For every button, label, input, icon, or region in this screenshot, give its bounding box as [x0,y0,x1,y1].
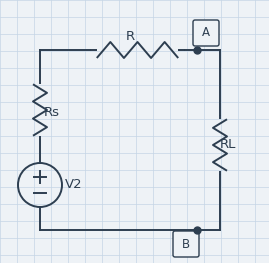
Text: Rs: Rs [44,105,60,119]
Text: RL: RL [220,139,236,151]
Text: V2: V2 [65,179,83,191]
FancyBboxPatch shape [173,231,199,257]
Text: R: R [125,29,134,43]
FancyBboxPatch shape [193,20,219,46]
Text: B: B [182,237,190,250]
Text: A: A [202,27,210,39]
